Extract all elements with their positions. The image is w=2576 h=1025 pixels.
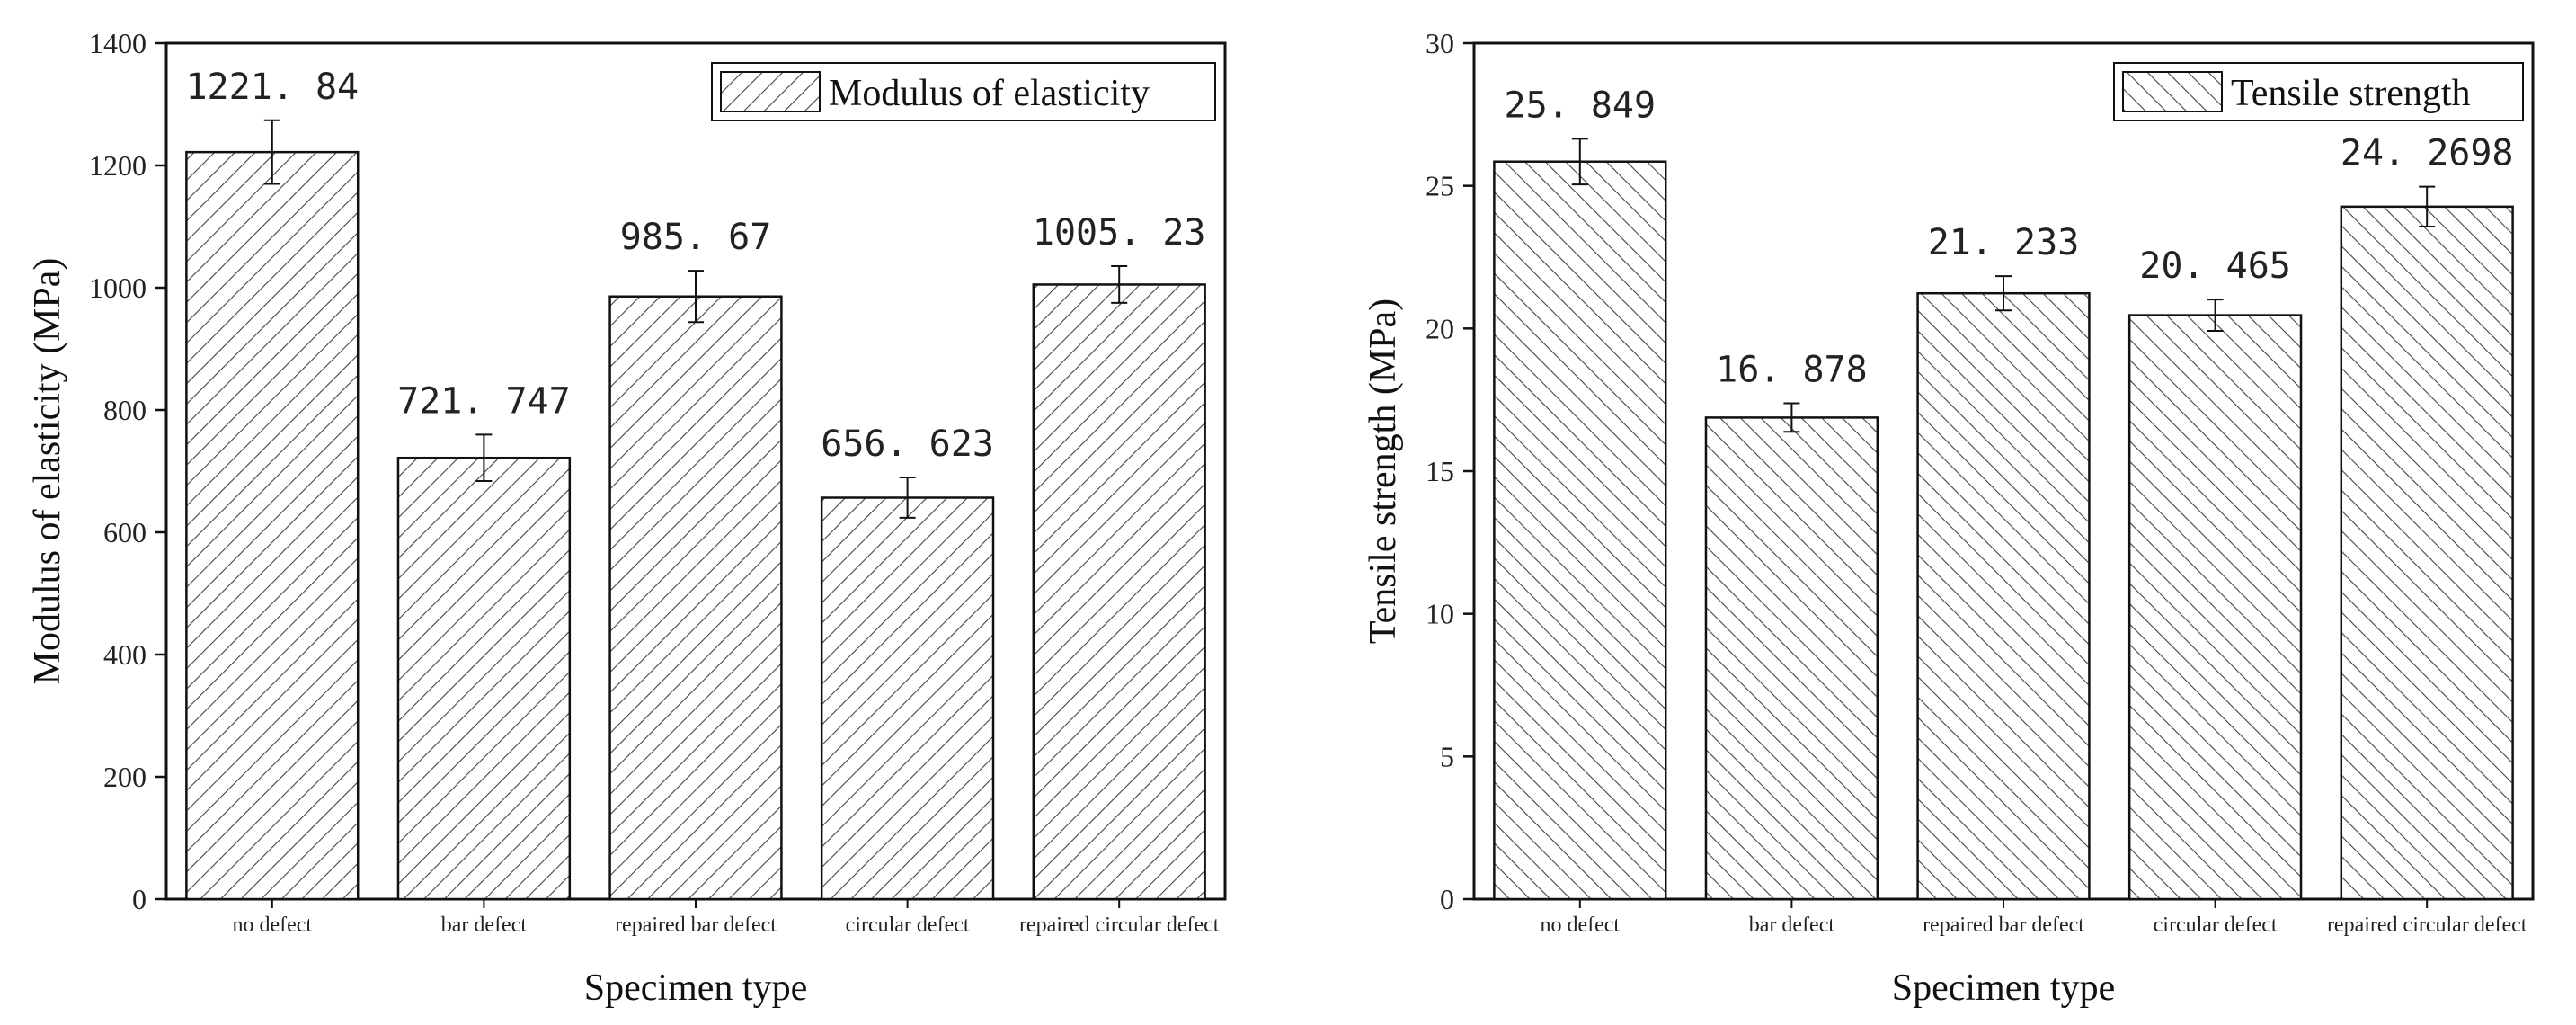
x-axis-title: Specimen type <box>584 967 807 1009</box>
bar <box>2340 205 2514 901</box>
x-tick-label: circular defect <box>2154 914 2278 937</box>
y-tick-label: 1400 <box>89 27 147 59</box>
data-label: 16. 878 <box>1716 350 1868 391</box>
bar <box>396 456 572 901</box>
x-tick-label: repaired bar defect <box>615 914 777 937</box>
legend-label: Modulus of elasticity <box>829 73 1150 114</box>
modulus-chart: 0 200 400 600 800 1000 1200 1400 1221. 84 no defe… <box>27 27 1227 1009</box>
legend: Modulus of elasticity <box>711 62 1216 121</box>
y-tick-label: 25 <box>1426 170 1454 202</box>
y-tick-label: 0 <box>1440 883 1454 915</box>
bar <box>1916 291 2091 901</box>
data-label: 20. 465 <box>2139 245 2291 287</box>
y-tick-label: 400 <box>103 638 147 671</box>
y-tick-label: 15 <box>1426 455 1454 487</box>
y-tick-label: 30 <box>1426 27 1454 59</box>
x-tick-label: bar defect <box>441 914 528 937</box>
x-tick-label: circular defect <box>846 914 970 937</box>
data-label: 25. 849 <box>1505 85 1657 126</box>
x-tick-label: no defect <box>232 914 312 937</box>
bar <box>185 150 360 901</box>
y-tick-label: 800 <box>103 394 147 426</box>
y-tick-label: 0 <box>132 883 147 915</box>
data-label: 1005. 23 <box>1033 212 1206 254</box>
bar <box>2127 314 2303 901</box>
data-label: 656. 623 <box>821 423 994 465</box>
legend-swatch <box>720 71 821 112</box>
x-tick-label: repaired circular defect <box>2327 914 2527 937</box>
x-tick-label: bar defect <box>1749 914 1835 937</box>
y-tick-label: 200 <box>103 761 147 793</box>
y-tick-label: 1200 <box>89 149 147 182</box>
y-axis-title: Tensile strength (MPa) <box>1363 299 1404 644</box>
bar <box>1704 416 1879 901</box>
bar <box>1493 160 1667 901</box>
data-label: 1221. 84 <box>185 67 359 108</box>
data-label: 985. 67 <box>620 217 772 258</box>
y-tick-label: 5 <box>1440 740 1454 772</box>
legend-label: Tensile strength <box>2231 73 2471 114</box>
x-tick-label: no defect <box>1540 914 1620 937</box>
bar <box>820 496 995 901</box>
legend: Tensile strength <box>2113 62 2524 121</box>
data-label: 721. 747 <box>397 380 571 422</box>
chart-marks: 0 200 400 600 800 1000 1200 1400 1221. 84 no defe… <box>89 27 1220 937</box>
y-tick-label: 600 <box>103 516 147 548</box>
x-axis-title: Specimen type <box>1892 967 2115 1009</box>
y-tick-label: 1000 <box>89 272 147 304</box>
bar <box>608 295 783 901</box>
y-tick-label: 10 <box>1426 598 1454 630</box>
legend-swatch <box>2122 71 2223 112</box>
y-tick-label: 20 <box>1426 312 1454 344</box>
data-label: 21. 233 <box>1928 222 2080 263</box>
data-label: 24. 2698 <box>2341 133 2514 174</box>
x-tick-label: repaired circular defect <box>1019 914 1220 937</box>
chart-marks: 0 5 10 15 20 25 30 25. 849 no defect 16. 878 bar d… <box>1426 27 2527 937</box>
x-tick-label: repaired bar defect <box>1923 914 2084 937</box>
bar <box>1032 283 1206 901</box>
tensile-chart: 0 5 10 15 20 25 30 25. 849 no defect 16. 878 bar d… <box>1363 27 2535 1009</box>
y-axis-title: Modulus of elasticity (MPa) <box>27 258 68 685</box>
